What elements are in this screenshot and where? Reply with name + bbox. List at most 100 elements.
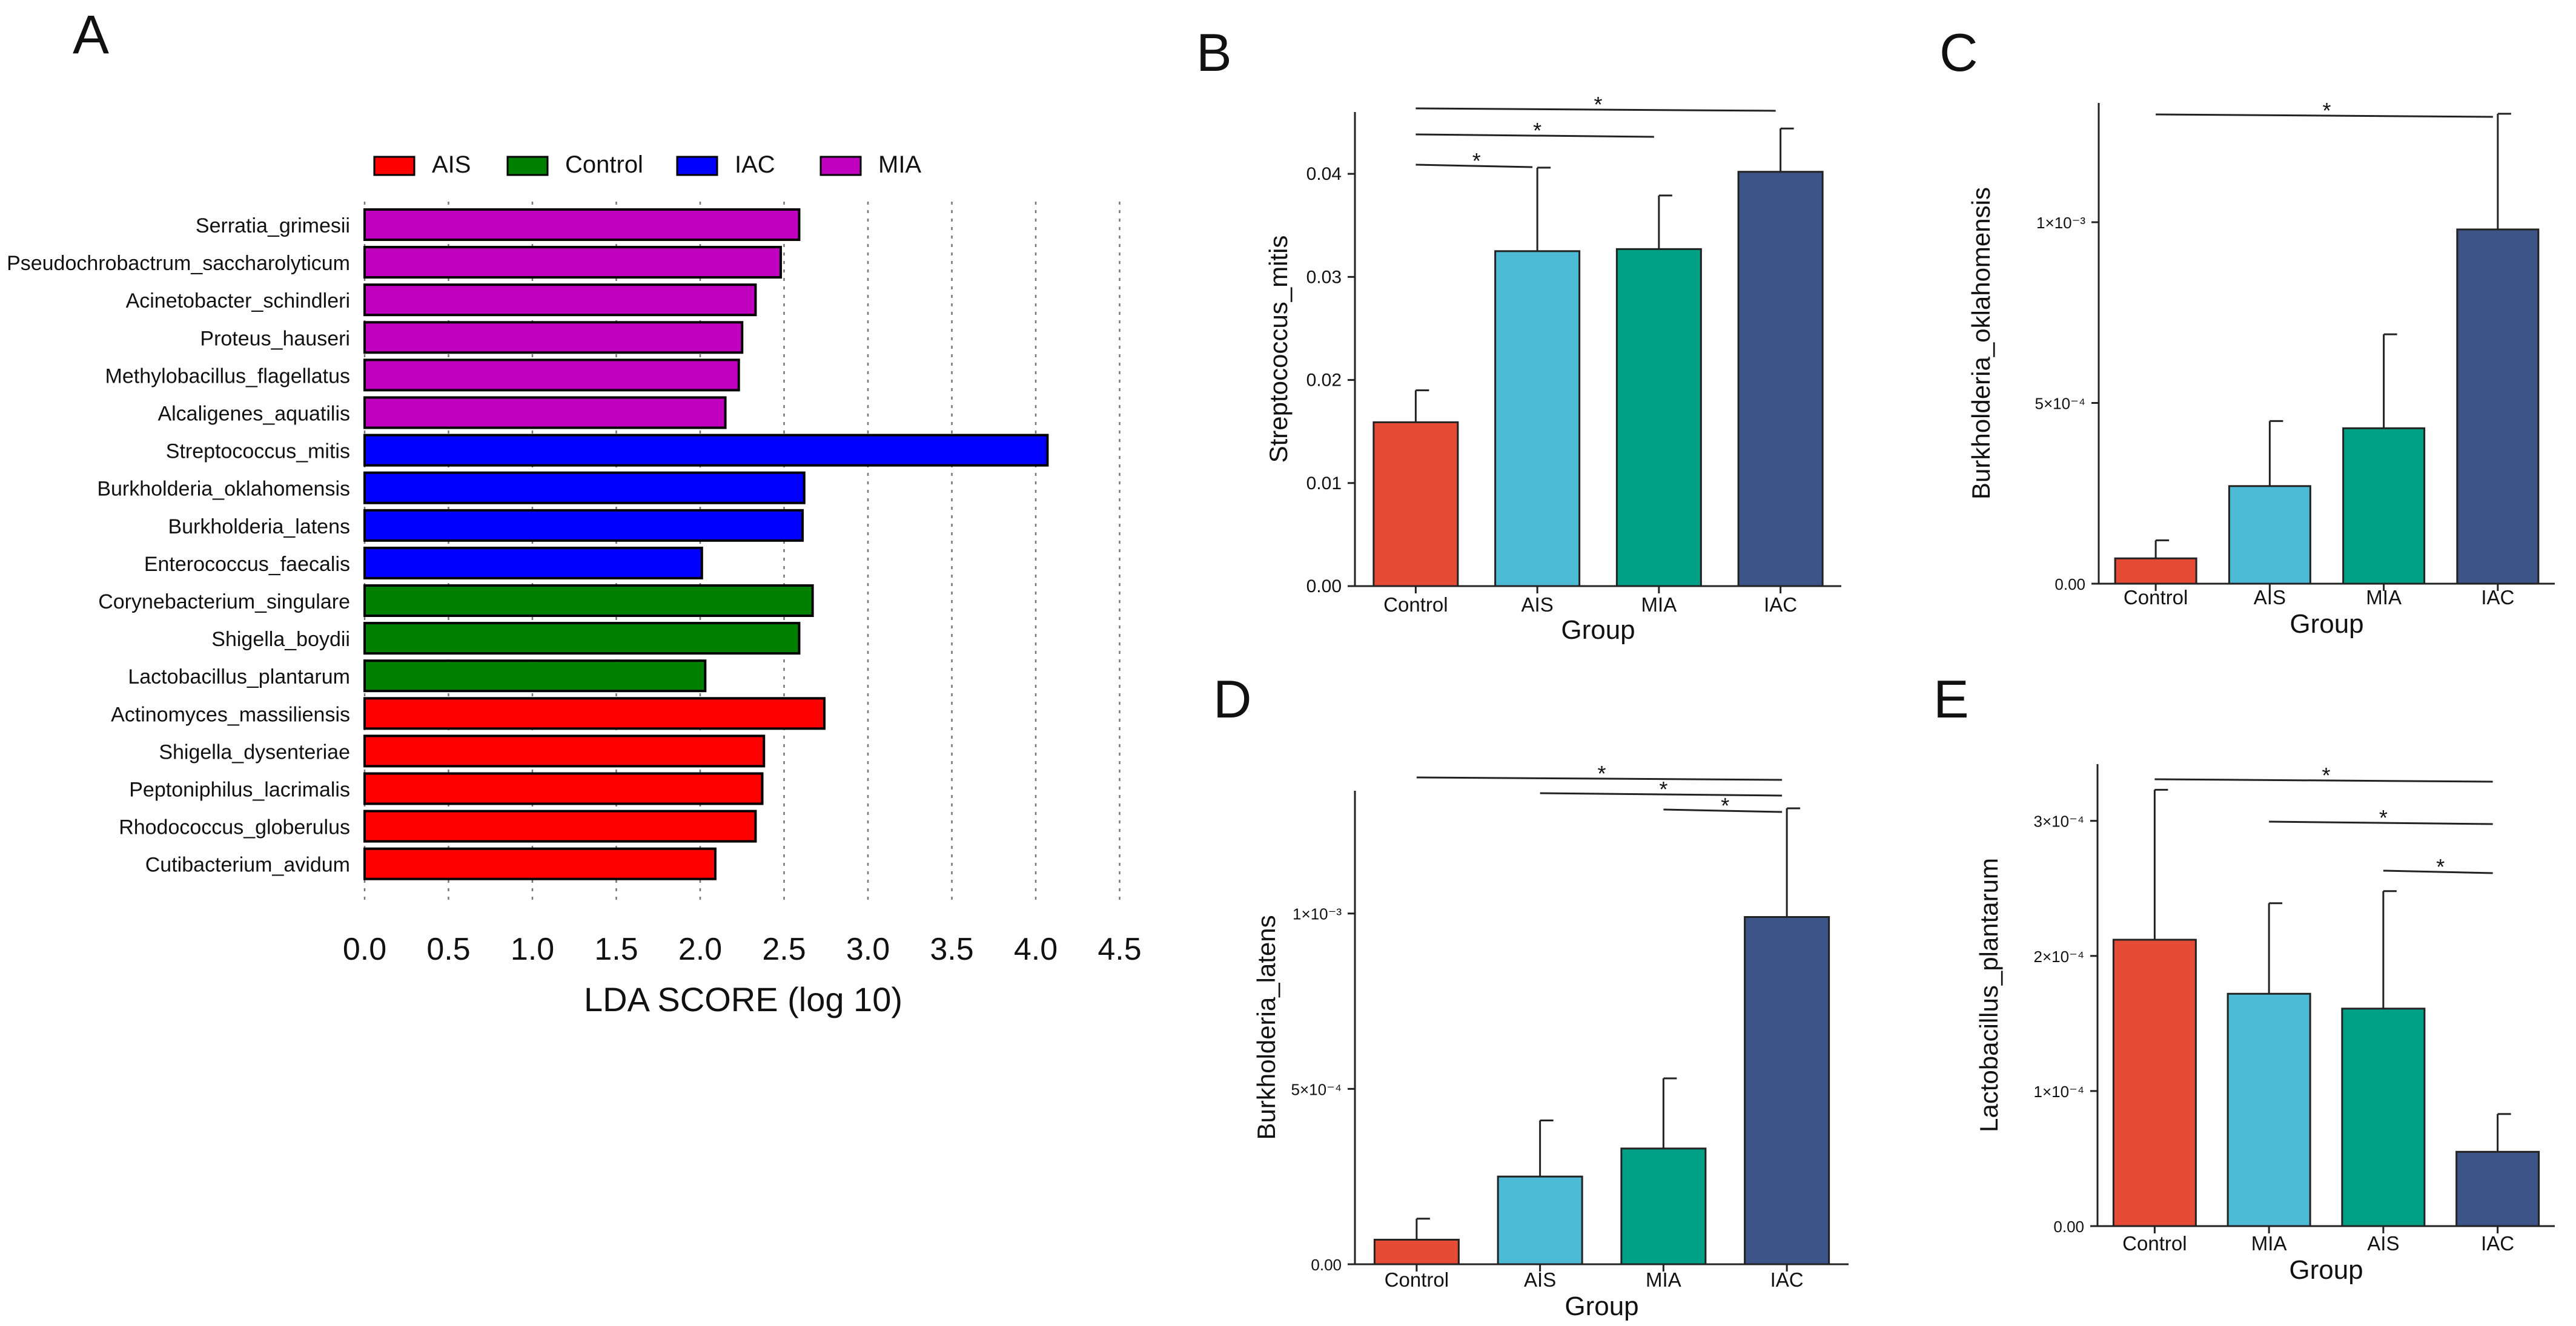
x-tick-label-control: Control [1385,1268,1449,1291]
x-tick-label: 3.0 [846,932,890,967]
bar-mia [2227,992,2311,1227]
bar-label-burkholderia-oklahomensis: Burkholderia_oklahomensis [97,478,350,501]
x-tick-label-mia: MIA [2251,1232,2287,1255]
x-tick-label: 4.0 [1014,932,1058,967]
panel-label: E [1933,669,1969,729]
bar-label-alcaligenes-aquatilis: Alcaligenes_aquatilis [157,403,350,426]
y-axis-title: Streptococcus_mitis [1264,236,1293,463]
bar-label-burkholderia-latens: Burkholderia_latens [168,515,350,538]
significance-line [2383,869,2493,874]
legend-swatch-iac [676,156,718,176]
bar-mia [1615,248,1702,587]
bar-label-shigella-boydii: Shigella_boydii [211,628,350,651]
y-tick-label: 0.01 [1306,473,1342,493]
bar-label-shigella-dysenteriae: Shigella_dysenteriae [159,741,350,764]
y-axis-title: Lactobacillus_plantarum [1975,858,2003,1132]
bar-ais [2341,1008,2426,1227]
y-tick-label: 2×10⁻⁴ [2034,948,2084,966]
bar-streptococcus-mitis [363,434,1049,467]
x-tick-label-ais: AIS [2254,586,2286,609]
bar-cutibacterium-avidum [363,847,717,880]
bar-control [2114,557,2197,585]
significance-line [1416,776,1783,781]
x-tick-label-control: Control [1383,593,1448,616]
bar-label-lactobacillus-plantarum: Lactobacillus_plantarum [128,665,350,688]
x-tick-label-mia: MIA [1641,593,1677,616]
panel-label: C [1939,22,1978,82]
bar-actinomyces-massiliensis [363,697,826,730]
bar-label-cutibacterium-avidum: Cutibacterium_avidum [145,854,350,877]
significance-line [1540,792,1783,797]
x-tick-label: 2.0 [678,932,722,967]
bar-lactobacillus-plantarum [363,659,707,693]
x-tick-label-ais: AIS [1521,593,1554,616]
bar-label-peptoniphilus-lacrimalis: Peptoniphilus_lacrimalis [129,779,350,802]
y-axis-title: Burkholderia_oklahomensis [1967,187,1995,500]
significance-star: * [1594,92,1602,117]
legend-label-iac: IAC [735,151,775,178]
significance-line [2156,113,2493,118]
bar-peptoniphilus-lacrimalis [363,772,764,805]
panel-a: A AIS Control IAC MIA 0.0 0.5 1.0 1.5 2.0 2.5 3.0 3.… [7,5,1142,1018]
bar-label-proteus-hauseri: Proteus_hauseri [200,327,350,350]
significance-line [1663,808,1783,813]
legend-label-mia: MIA [878,151,921,178]
bar-iac [2455,1150,2540,1227]
y-tick-label: 0.03 [1306,267,1342,287]
legend-swatch-mia [819,156,862,176]
panel-label: B [1196,22,1232,82]
bar-shigella-boydii [363,622,801,655]
y-tick-label: 0.04 [1306,164,1342,184]
x-tick-label-control: Control [2122,1232,2187,1255]
bar-burkholderia-oklahomensis [363,471,806,504]
panel-d: D 0.00 5×10⁻⁴ 1×10⁻³ Control AIS MIA IAC * * * Burk… [1213,669,1849,1321]
bar-corynebacterium-singulare [363,584,814,617]
bar-ais [1494,250,1581,587]
significance-line [1415,107,1776,112]
panel-e: E 0.00 1×10⁻⁴ 2×10⁻⁴ 3×10⁻⁴ Control MIA AIS IAC *… [1933,669,2555,1285]
y-tick-label: 1×10⁻⁴ [2034,1083,2084,1101]
x-tick-label-iac: IAC [1770,1268,1804,1291]
legend-swatch-control [506,156,549,176]
bar-alcaligenes-aquatilis [363,396,727,429]
bar-methylobacillus-flagellatus [363,358,740,392]
bar-label-serratia-grimesii: Serratia_grimesii [196,214,350,237]
y-tick-label: 1×10⁻³ [1293,905,1342,923]
bar-label-actinomyces-massiliensis: Actinomyces_massiliensis [111,703,350,726]
bar-proteus-hauseri [363,321,744,354]
x-tick-label: 1.5 [594,932,638,967]
x-axis-title: Group [1564,1291,1638,1321]
y-tick-label: 3×10⁻⁴ [2034,813,2084,831]
x-tick-label-ais: AIS [2367,1232,2399,1255]
bar-label-enterococcus-faecalis: Enterococcus_faecalis [144,553,350,576]
x-axis-title: Group [2290,609,2363,639]
bar-burkholderia-latens [363,509,804,542]
significance-star: * [2379,805,2388,830]
x-tick-label-iac: IAC [2481,1232,2514,1255]
panel-c: C 0.00 5×10⁻⁴ 1×10⁻³ Control AIS MIA IAC * Burkho… [1939,22,2555,639]
bar-label-corynebacterium-singulare: Corynebacterium_singulare [98,590,350,613]
x-tick-label: 4.5 [1098,932,1141,967]
bar-ais [1497,1175,1583,1265]
y-tick-label: 0.00 [2053,1218,2084,1236]
significance-star: * [2322,98,2331,123]
bar-mia [2342,427,2426,585]
y-tick-label: 0.00 [2055,575,2085,593]
bar-rhodococcus-globerulus [363,810,757,843]
x-tick-label-mia: MIA [1646,1268,1681,1291]
significance-star: * [1721,793,1729,818]
bar-label-pseudochrobactrum-saccharolyticum: Pseudochrobactrum_saccharolyticum [7,252,350,275]
x-tick-label: 3.5 [930,932,973,967]
y-tick-label: 0.00 [1311,1256,1342,1274]
bar-label-streptococcus-mitis: Streptococcus_mitis [166,440,350,463]
x-tick-label-ais: AIS [1524,1268,1556,1291]
bar-serratia-grimesii [363,208,801,241]
x-tick-label: 1.0 [511,932,554,967]
x-tick-label: 0.5 [426,932,470,967]
bar-iac [1744,916,1830,1265]
significance-star: * [1533,118,1541,143]
y-tick-label: 0.02 [1306,371,1342,391]
bar-enterococcus-faecalis [363,546,703,579]
x-tick-label: 0.0 [343,932,386,967]
